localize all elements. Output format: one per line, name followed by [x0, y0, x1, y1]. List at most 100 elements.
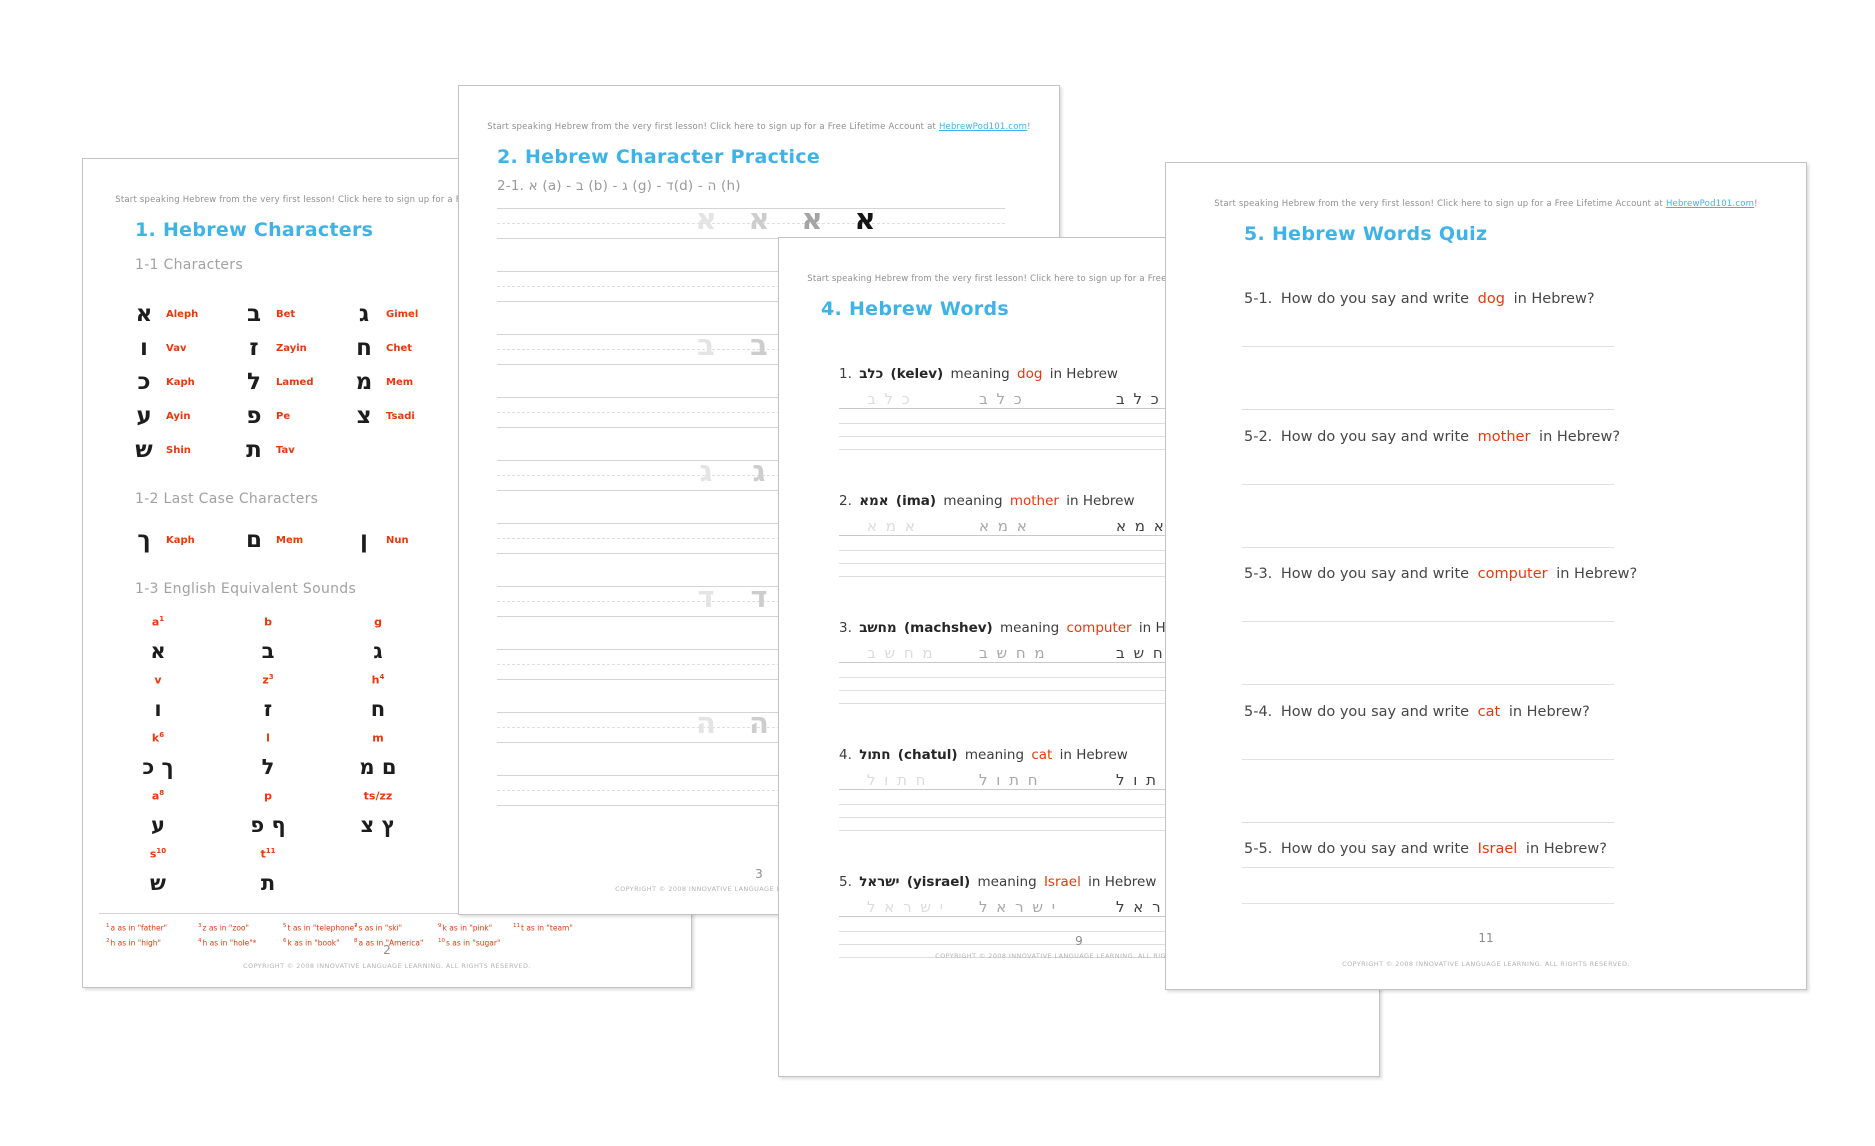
- writing-line: [839, 677, 1344, 678]
- character-name: Tav: [276, 444, 295, 456]
- footnote-column: 1a as in "father" 2h as in "high": [106, 920, 167, 949]
- question-word: dog: [1477, 291, 1505, 307]
- character-name: Pe: [276, 410, 291, 422]
- footnote-number: 10: [438, 937, 445, 944]
- answer-line: [1242, 483, 1614, 485]
- character-cell: א Aleph: [127, 297, 237, 331]
- word-transliteration: (machshev): [904, 620, 993, 636]
- footnote-column: 11t as in "team": [513, 920, 573, 949]
- sound-label: h4: [323, 669, 433, 694]
- answer-line: [1242, 684, 1614, 685]
- hebrewpod101-link[interactable]: HebrewPod101.com: [1665, 199, 1755, 209]
- tagline-text: Start speaking Hebrew from the very firs…: [1214, 199, 1666, 209]
- answer-line: [1242, 621, 1614, 622]
- question-number: 5-3.: [1244, 566, 1273, 582]
- sound-cell: v ו: [103, 669, 213, 727]
- character-name: Mem: [386, 376, 414, 388]
- meaning-label: meaning: [977, 874, 1037, 890]
- guide-line-top: [497, 397, 1005, 398]
- question-number: 5-5.: [1244, 841, 1273, 857]
- hebrew-character: כ: [137, 369, 151, 395]
- guide-line-top: [497, 586, 1005, 587]
- footnote-column: 5t as in "telephone" 6k as in "book": [283, 920, 358, 949]
- question-prefix: How do you say and write: [1280, 428, 1470, 445]
- footnote-text: a as in "America": [358, 938, 424, 947]
- hebrewpod101-link[interactable]: HebrewPod101.com: [938, 122, 1028, 132]
- sound-text: a: [151, 789, 160, 803]
- guide-line-dashed: [497, 286, 1005, 287]
- sound-label: k6: [103, 727, 213, 752]
- quiz-question-text: 5-5. How do you say and write Israel in …: [1244, 841, 1611, 857]
- sound-label: s10: [103, 843, 213, 868]
- sound-hebrew-characters: ש: [150, 871, 166, 895]
- quiz-question: 5-4. How do you say and write cat in Heb…: [1166, 704, 1806, 836]
- footnote-column: 3z as in "zoo" 4h as in "hole"*: [198, 920, 256, 949]
- word-number: 5.: [839, 874, 852, 890]
- quiz-question: 5-5. How do you say and write Israel in …: [1166, 841, 1806, 973]
- sound-footnote-ref: 6: [159, 731, 165, 739]
- hebrew-character: א: [135, 301, 153, 327]
- character-cell: ש Shin: [127, 433, 237, 467]
- word-item: 5. ישראל (yisrael) meaning Israel in Heb…: [779, 874, 1379, 1001]
- page-words-quiz: Start speaking Hebrew from the very firs…: [1165, 162, 1807, 990]
- writing-line: [839, 830, 1344, 831]
- sound-hebrew-characters: ף פ: [250, 813, 286, 837]
- sound-label: t11: [213, 843, 323, 868]
- character-name: Zayin: [276, 342, 307, 354]
- section-1-3-heading: 1-3 English Equivalent Sounds: [135, 581, 357, 597]
- footnote-column: 7s as in "ski" 8a as in "America": [354, 920, 423, 949]
- sound-hebrew-characters: ג: [373, 639, 383, 663]
- sound-footnote-ref: 3: [268, 673, 274, 681]
- word-transliteration: (kelev): [890, 366, 944, 382]
- empty-guide-row: [497, 775, 1005, 806]
- character-cell: ב Bet: [237, 297, 347, 331]
- writing-line: [839, 423, 1344, 424]
- word-item: 4. חתול (chatul) meaning cat in Hebrew ח…: [779, 747, 1379, 874]
- hebrew-character: ז: [249, 335, 259, 361]
- sound-hebrew-characters: ז: [263, 697, 273, 721]
- sound-footnote-ref: 11: [265, 847, 276, 855]
- word-english: mother: [1009, 493, 1059, 509]
- writing-line: [839, 576, 1344, 577]
- copyright-text: COPYRIGHT © 2008 INNOVATIVE LANGUAGE LEA…: [1342, 960, 1630, 968]
- answer-line: [1242, 546, 1614, 548]
- character-cell: ן Nun: [347, 523, 457, 557]
- footnote-text: t as in "telephone": [287, 923, 358, 933]
- word-transliteration: (ima): [895, 493, 937, 509]
- trace-word-dark: כ ל ב: [1116, 390, 1161, 408]
- hebrew-character: צ: [356, 403, 372, 429]
- trace-word-faint: ח ת ו ל: [867, 771, 928, 789]
- question-prefix: How do you say and write: [1280, 703, 1470, 720]
- writing-line: [839, 931, 1344, 932]
- last-case-grid: ך Kaph ם Mem ן Nun: [127, 523, 457, 557]
- sound-cell: b ב: [213, 611, 323, 669]
- footnote-number: 2: [106, 937, 110, 944]
- trace-letter: א: [854, 202, 876, 236]
- tagline-text: Start speaking Hebrew from the very firs…: [487, 122, 939, 132]
- sound-hebrew-characters: ץ צ: [360, 813, 396, 837]
- empty-guide-row: [497, 271, 1005, 302]
- meaning-label: meaning: [1000, 620, 1060, 636]
- sound-hebrew-characters: ו: [154, 697, 162, 721]
- footnote-line: 4h as in "hole"*: [198, 935, 256, 950]
- footnote-text: t as in "team": [521, 923, 573, 933]
- in-hebrew-label: in Hebrew: [1066, 493, 1135, 509]
- word-number: 3.: [839, 620, 852, 636]
- sound-label: v: [103, 669, 213, 694]
- hebrew-character: ו: [140, 335, 148, 361]
- character-name: Mem: [276, 534, 304, 546]
- trace-word-faint: כ ל ב: [867, 390, 912, 408]
- page4-title: 5. Hebrew Words Quiz: [1244, 223, 1488, 245]
- hebrew-character: פ: [246, 403, 262, 429]
- character-cell: כ Kaph: [127, 365, 237, 399]
- page-number: 9: [1075, 934, 1083, 948]
- word-hebrew: כלב: [859, 366, 884, 382]
- word-heading: 2. אמא (ima) meaning mother in Hebrew: [839, 493, 1138, 509]
- footnote-text: h as in "hole"*: [202, 938, 257, 947]
- trace-word-gray: מ ח ש ב: [979, 644, 1047, 662]
- question-word: Israel: [1477, 841, 1518, 857]
- sound-cell: m ם מ: [323, 727, 433, 785]
- character-name: Tsadi: [386, 410, 415, 422]
